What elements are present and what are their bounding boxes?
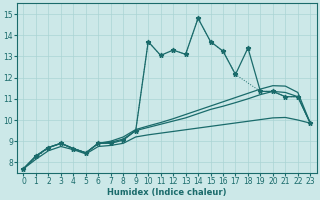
X-axis label: Humidex (Indice chaleur): Humidex (Indice chaleur) — [107, 188, 227, 197]
